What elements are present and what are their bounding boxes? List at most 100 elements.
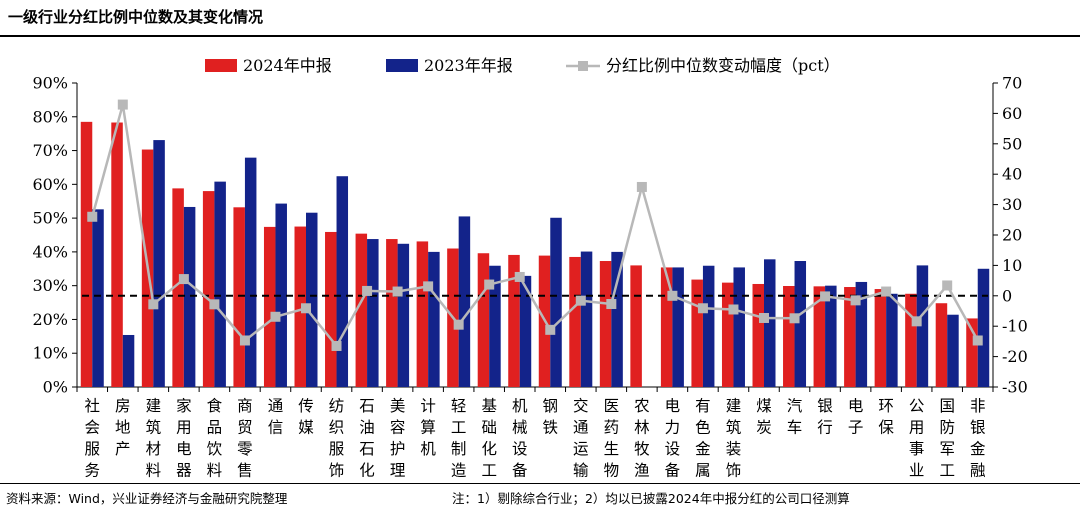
change-point xyxy=(270,311,281,322)
bar-2024-h1 xyxy=(874,289,887,387)
change-point xyxy=(331,340,342,351)
bar-2023-annual xyxy=(489,265,501,387)
change-series-line xyxy=(91,104,979,349)
bar-2023-annual xyxy=(153,140,165,387)
bar-2023-annual xyxy=(458,216,471,387)
bar-2024-h1 xyxy=(844,287,856,387)
left-tick-label: 60% xyxy=(32,175,68,194)
bar-2024-h1 xyxy=(202,191,215,387)
right-tick-label: 40 xyxy=(1002,165,1022,184)
left-tick-label: 70% xyxy=(32,141,68,160)
change-point xyxy=(301,303,311,314)
category-label: 电力设备 xyxy=(665,397,681,480)
bar-2023-annual xyxy=(428,251,440,387)
right-tick-label: 50 xyxy=(1002,134,1022,153)
right-tick-label: 10 xyxy=(1002,256,1022,275)
legend: 2024年中报 2023年年报 分红比例中位数变动幅度（pct） xyxy=(205,56,840,75)
change-point xyxy=(575,295,586,306)
bar-2024-h1 xyxy=(416,241,429,387)
bar-2023-annual xyxy=(825,285,837,387)
bar-2023-annual xyxy=(855,281,868,387)
bars xyxy=(80,121,990,388)
change-point xyxy=(392,286,403,297)
change-point xyxy=(117,99,128,110)
category-label: 计算机 xyxy=(420,397,436,458)
right-tick-label: -30 xyxy=(1002,378,1028,397)
right-tick-label: 60 xyxy=(1002,104,1022,123)
bar-2024-h1 xyxy=(813,286,826,387)
bar-2024-h1 xyxy=(752,283,764,387)
legend-marker-change xyxy=(578,61,588,71)
change-point xyxy=(423,281,434,292)
change-point xyxy=(514,271,525,282)
change-point xyxy=(697,303,708,314)
category-label: 钢铁 xyxy=(543,397,559,437)
bar-2023-annual xyxy=(733,267,745,387)
category-label: 农林牧渔 xyxy=(634,397,650,480)
axes: 0% 10% 20% 30% 40% 50% 60% 70% 80% 90% -30 -20 -10 0 1… xyxy=(32,74,1027,397)
bar-2023-annual xyxy=(183,206,196,387)
bar-2024-h1 xyxy=(508,254,520,387)
change-point xyxy=(453,319,464,330)
category-label: 通信 xyxy=(268,397,284,437)
bar-2023-annual xyxy=(916,265,929,387)
bar-2024-h1 xyxy=(263,226,276,387)
category-label: 传媒 xyxy=(298,397,314,437)
right-tick-label: 70 xyxy=(1002,74,1022,93)
bar-2023-annual xyxy=(702,265,715,387)
category-label: 银行 xyxy=(817,397,833,437)
bar-2023-annual xyxy=(672,267,684,387)
chart: 2024年中报 2023年年报 分红比例中位数变动幅度（pct） 0% 10% 20% 3… xyxy=(32,56,1027,480)
left-tick-label: 20% xyxy=(32,310,68,329)
bar-2023-annual xyxy=(580,251,593,387)
legend-label-2023-annual: 2023年年报 xyxy=(424,56,513,75)
bar-2024-h1 xyxy=(294,226,306,387)
bar-2024-h1 xyxy=(111,122,123,388)
bar-2023-annual xyxy=(977,268,990,387)
change-point xyxy=(362,285,373,296)
bar-2024-h1 xyxy=(599,261,612,387)
change-point xyxy=(728,304,739,315)
category-labels: 社会服务房地产建筑材料家用电器食品饮料商贸零售通信传媒纺织服饰石油石化美容护理计… xyxy=(85,397,986,480)
bar-2024-h1 xyxy=(630,265,642,387)
bar-2024-h1 xyxy=(966,318,978,387)
right-tick-label: 0 xyxy=(1002,286,1012,305)
bar-2023-annual xyxy=(367,239,379,387)
change-point xyxy=(942,280,953,291)
category-label: 电子 xyxy=(848,397,864,437)
category-label: 建筑装饰 xyxy=(726,397,742,480)
category-label: 汽车 xyxy=(787,397,803,437)
right-tick-label: -20 xyxy=(1002,347,1028,366)
bar-2024-h1 xyxy=(233,207,245,387)
left-tick-label: 90% xyxy=(32,74,68,93)
legend-label-2024-h1: 2024年中报 xyxy=(243,56,332,75)
change-point xyxy=(87,211,98,222)
right-tick-label: 30 xyxy=(1002,195,1022,214)
category-label: 基础化工 xyxy=(481,397,497,480)
category-label: 机械设备 xyxy=(512,397,528,480)
bar-2023-annual xyxy=(947,314,959,387)
change-point xyxy=(484,279,495,290)
right-tick-label: 20 xyxy=(1002,226,1022,245)
bar-2023-annual xyxy=(244,157,257,387)
category-label: 交通运输 xyxy=(573,397,589,480)
bar-2024-h1 xyxy=(660,267,673,387)
bar-2023-annual xyxy=(275,203,287,387)
bar-2024-h1 xyxy=(691,279,703,387)
change-point xyxy=(636,181,647,192)
category-label: 商贸零售 xyxy=(237,397,253,480)
bar-2024-h1 xyxy=(355,233,368,387)
category-label: 公用事业 xyxy=(909,397,925,480)
bar-2024-h1 xyxy=(386,239,398,387)
bar-2023-annual xyxy=(92,209,104,387)
change-point xyxy=(545,324,556,335)
left-tick-label: 50% xyxy=(32,209,68,228)
category-label: 建筑材料 xyxy=(146,397,162,480)
bar-2023-annual xyxy=(550,217,562,387)
change-point xyxy=(667,290,678,301)
change-point xyxy=(178,274,189,285)
source-text: 资料来源：Wind，兴业证券经济与金融研究院整理 xyxy=(6,491,288,506)
bar-2023-annual xyxy=(336,176,349,387)
bar-2024-h1 xyxy=(905,293,917,387)
bar-2024-h1 xyxy=(80,121,93,387)
